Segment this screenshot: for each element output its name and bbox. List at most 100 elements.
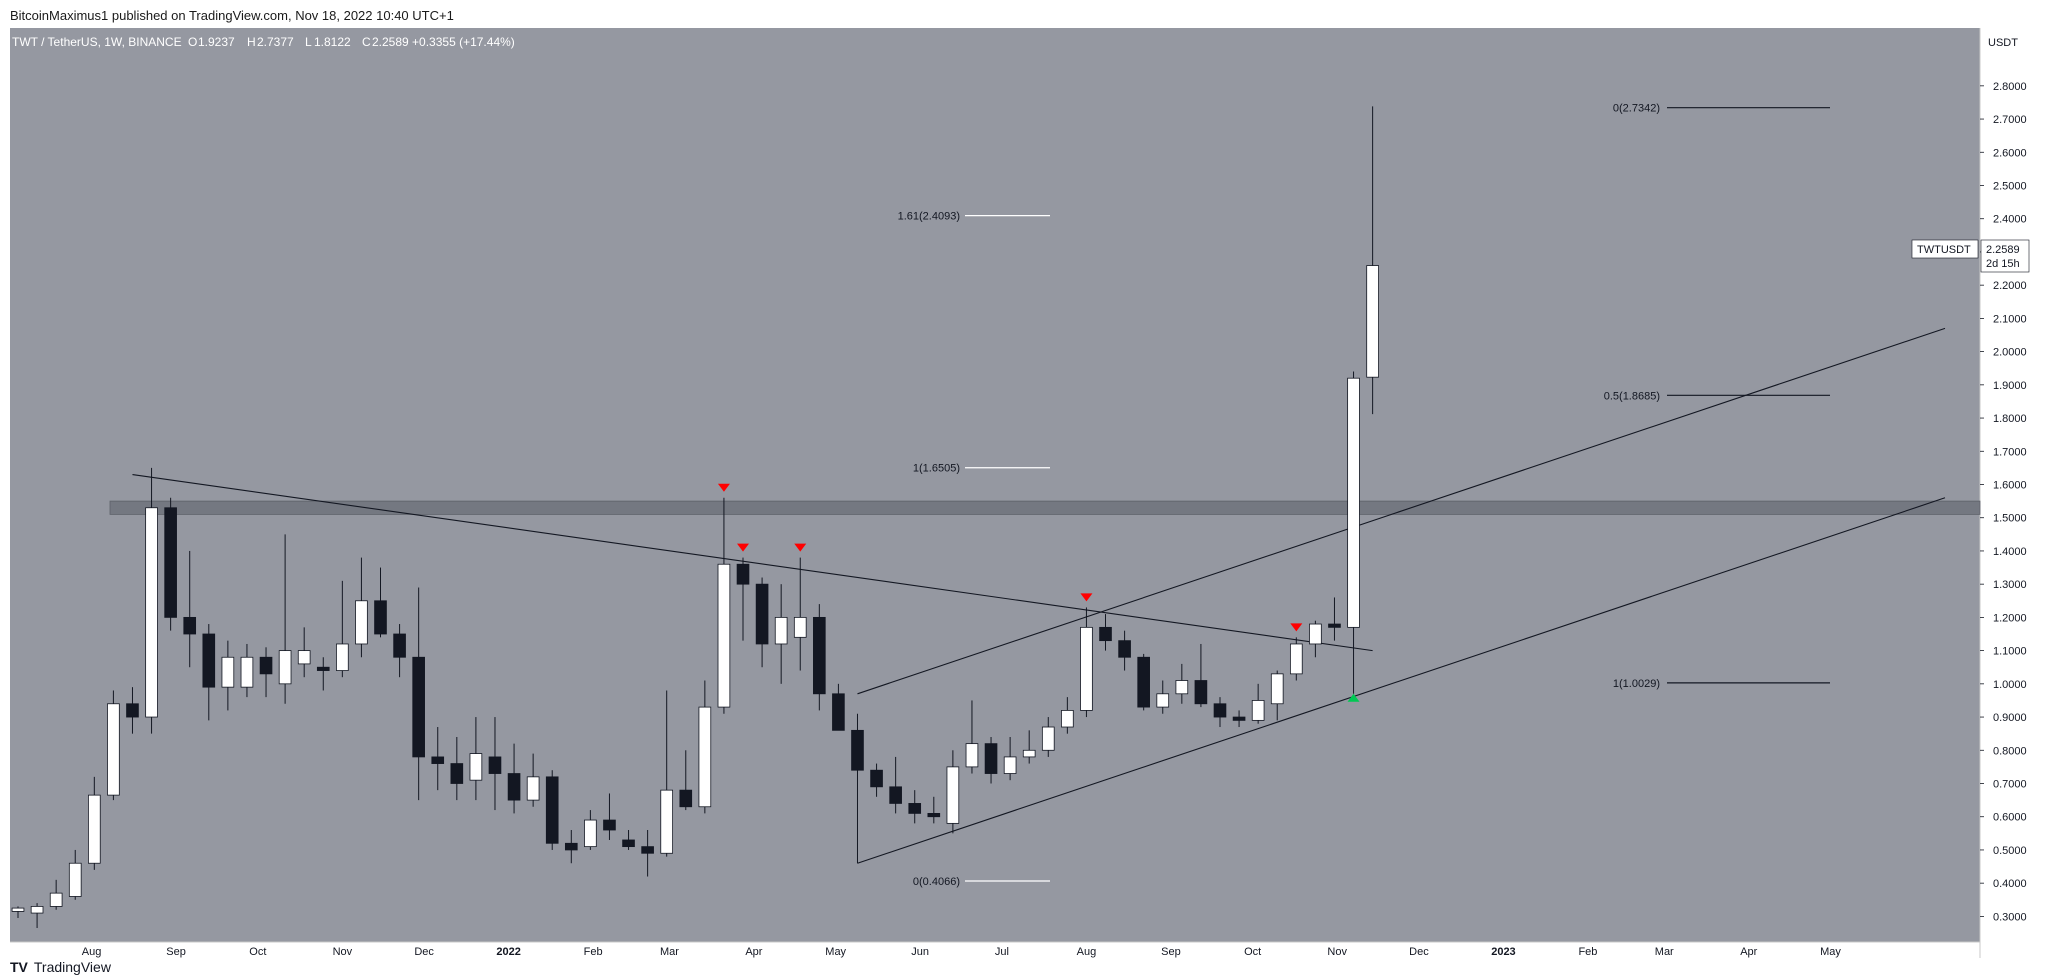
brand-name[interactable]: TradingView <box>33 959 111 975</box>
candle-body-56 <box>1080 626 1093 711</box>
candlestick-chart[interactable]: 0(2.7342) 0.5(1.8685) 1(1.0029) 1.61(2.4093… <box>10 28 2047 958</box>
x-tick-label-19: Mar <box>1655 946 1674 958</box>
candle-body-62 <box>1194 680 1208 705</box>
y-tick-label-11: 1.4000 <box>1993 546 2027 558</box>
time-axis-panel <box>10 942 1980 958</box>
y-tick-label-23: 2.6000 <box>1993 147 2027 159</box>
candle-body-1 <box>30 906 44 914</box>
candle-body-16 <box>316 666 330 671</box>
candle-body-9 <box>183 616 197 635</box>
candle-body-15 <box>297 650 311 665</box>
tradingview-logo-icon: TV <box>10 959 28 975</box>
y-tick-label-24: 2.7000 <box>1993 114 2027 126</box>
candle-body-18 <box>355 600 368 645</box>
candle-body-44 <box>851 729 864 771</box>
y-tick-label-4: 0.7000 <box>1993 779 2027 791</box>
x-tick-label-2: Oct <box>249 946 266 958</box>
candle-body-39 <box>755 583 769 645</box>
candle-body-13 <box>259 656 273 675</box>
candle-body-20 <box>393 633 406 658</box>
legend-close-value: 2.2589 +0.3355 (+17.44%) <box>372 35 515 49</box>
candle-body-12 <box>240 656 254 688</box>
candle-body-51 <box>984 743 998 774</box>
candle-body-61 <box>1175 680 1189 695</box>
x-tick-label-10: Jun <box>911 946 929 958</box>
candle-body-48 <box>927 813 941 818</box>
candle-body-53 <box>1022 749 1036 758</box>
y-tick-label-8: 1.1000 <box>1993 646 2027 658</box>
y-tick-label-17: 2.0000 <box>1993 347 2027 359</box>
y-tick-label-15: 1.8000 <box>1993 413 2027 425</box>
y-tick-label-7: 1.0000 <box>1993 679 2027 691</box>
candle-body-5 <box>107 703 120 796</box>
candle-body-36 <box>698 706 712 808</box>
candle-body-6 <box>126 703 139 718</box>
price-tag-bg <box>1980 239 2030 273</box>
y-tick-label-2: 0.5000 <box>1993 845 2027 857</box>
candle-body-60 <box>1156 693 1170 708</box>
y-tick-label-13: 1.6000 <box>1993 480 2027 492</box>
candle-body-24 <box>469 753 483 781</box>
symbol-legend[interactable]: TWT / TetherUS, 1W, BINANCE O 1.9237 H 2… <box>12 35 515 49</box>
fibonacci-layer: 0(2.7342) 0.5(1.8685) 1(1.0029) 1.61(2.4093… <box>898 103 1830 888</box>
currency-label: USDT <box>1988 37 2018 49</box>
candle-layer <box>11 106 1379 929</box>
legend-high-value: 2.7377 <box>257 35 294 49</box>
resistance-marker-3 <box>1080 593 1093 602</box>
candle-body-0 <box>11 907 25 912</box>
y-tick-label-18: 2.1000 <box>1993 313 2027 325</box>
candle-body-26 <box>507 773 521 801</box>
footer: TV TradingView <box>10 955 111 979</box>
fib-label-1: 0.5(1.8685) <box>1604 390 1660 402</box>
candle-body-35 <box>679 789 693 808</box>
trendline-layer <box>132 327 1946 864</box>
candle-body-30 <box>584 819 597 848</box>
candle-body-68 <box>1309 623 1322 645</box>
y-tick-label-1: 0.4000 <box>1993 878 2027 890</box>
candle-body-40 <box>774 616 788 645</box>
symbol-tag: TWTUSDT <box>1917 244 1971 256</box>
plot-background <box>10 28 1980 942</box>
x-tick-label-14: Oct <box>1244 946 1261 958</box>
symbol-tag-bg <box>1911 239 1979 259</box>
last-price-tag[interactable]: TWTUSDT 2.2589 2d 15h <box>1911 239 2030 273</box>
candle-body-4 <box>88 794 101 864</box>
legend-open-label: O <box>188 35 197 49</box>
candle-body-10 <box>202 633 216 688</box>
x-tick-label-6: Feb <box>584 946 603 958</box>
time-axis-labels: Aug Sep Oct Nov Dec 2022 Feb Mar Apr May Jun Jul Aug… <box>82 946 1842 958</box>
legend-low-label: L <box>305 35 312 49</box>
marker-layer <box>717 483 1360 702</box>
candle-body-7 <box>145 507 158 718</box>
candle-body-45 <box>870 769 883 788</box>
y-tick-label-9: 1.2000 <box>1993 612 2027 624</box>
chart-area[interactable]: 0(2.7342) 0.5(1.8685) 1(1.0029) 1.61(2.4093… <box>10 28 2047 958</box>
resistance-zone <box>109 500 1981 515</box>
candle-body-29 <box>564 842 578 851</box>
fib-label-3: 1.61(2.4093) <box>898 211 960 223</box>
fib-label-0: 0(2.7342) <box>1613 103 1660 115</box>
candle-body-32 <box>622 839 635 848</box>
fib-label-4: 1(1.6505) <box>913 463 960 475</box>
candle-body-17 <box>336 643 349 671</box>
x-tick-label-0: Aug <box>82 946 102 958</box>
y-tick-label-19: 2.2000 <box>1993 280 2027 292</box>
fib-label-2: 1(1.0029) <box>1613 678 1660 690</box>
y-tick-label-22: 2.5000 <box>1993 181 2027 193</box>
resistance-marker-4 <box>1290 623 1303 632</box>
x-tick-label-15: Nov <box>1327 946 1347 958</box>
candle-body-41 <box>793 616 807 638</box>
candle-body-28 <box>545 776 559 844</box>
candle-body-25 <box>488 756 502 774</box>
legend-low-value: 1.8122 <box>314 35 351 49</box>
candle-body-63 <box>1213 703 1227 718</box>
y-tick-label-10: 1.3000 <box>1993 579 2027 591</box>
y-tick-label-25: 2.8000 <box>1993 81 2027 93</box>
candle-body-3 <box>68 862 82 897</box>
legend-open-value: 1.9237 <box>198 35 235 49</box>
candle-body-22 <box>431 756 445 764</box>
candle-body-31 <box>603 819 616 831</box>
candle-body-2 <box>49 892 63 907</box>
candle-body-43 <box>832 693 845 731</box>
candle-body-67 <box>1289 643 1303 675</box>
